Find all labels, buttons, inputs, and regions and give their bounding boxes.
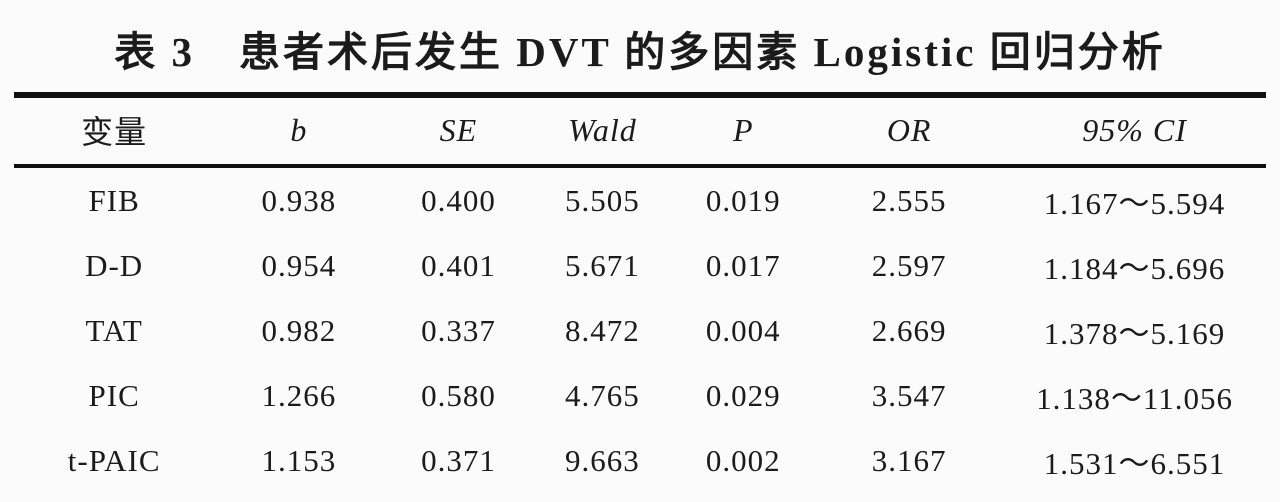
header-row: 变量 b SE Wald P OR 95% CI — [14, 95, 1266, 168]
cell-ci: 1.531～6.551 — [1043, 446, 1226, 481]
cell-b: 0.954 — [261, 247, 337, 283]
cell-p: 0.019 — [705, 182, 781, 218]
cell-or: 3.167 — [871, 442, 947, 478]
col-header-or: OR — [815, 95, 1004, 168]
cell-ci: 1.184～5.696 — [1043, 251, 1226, 286]
cell-se: 0.580 — [421, 377, 496, 413]
cell-p: 0.025 — [671, 493, 815, 502]
cell-se: 0.337 — [421, 312, 496, 348]
logistic-regression-table: 变量 b SE Wald P OR 95% CI FIB 0.938 0.400… — [14, 92, 1266, 502]
col-header-wald: Wald — [533, 95, 672, 168]
cell-variable: D-D — [85, 247, 144, 283]
cell-b: 1.153 — [261, 442, 337, 478]
cell-or: 2.555 — [871, 182, 947, 218]
col-header-p: P — [671, 95, 816, 168]
table-row-stm: sTM 1.153 0.513 5.052 0.025 3.168 1.159～… — [14, 493, 1266, 502]
cell-or: 2.669 — [871, 312, 947, 348]
cell-wald: 5.052 — [534, 493, 672, 502]
cell-se: 0.513 — [383, 493, 533, 502]
table-row-fib: FIB 0.938 0.400 5.505 0.019 2.555 1.167～… — [14, 166, 1266, 233]
col-header-variable: 变量 — [14, 95, 215, 168]
cell-wald: 5.505 — [565, 182, 640, 218]
table-row-tat: TAT 0.982 0.337 8.472 0.004 2.669 1.378～… — [14, 298, 1266, 363]
cell-ci: 1.167～5.594 — [1043, 186, 1226, 221]
cell-or: 3.547 — [871, 377, 947, 413]
cell-variable: TAT — [85, 312, 143, 348]
cell-variable: t-PAIC — [67, 442, 161, 478]
cell-ci: 1.159～8.659 — [1003, 493, 1266, 502]
cell-ci: 1.138～11.056 — [1036, 381, 1233, 416]
cell-se: 0.400 — [421, 182, 496, 218]
cell-wald: 9.663 — [565, 442, 640, 478]
cell-p: 0.017 — [705, 247, 781, 283]
cell-se: 0.371 — [421, 442, 496, 478]
cell-wald: 4.765 — [565, 377, 640, 413]
cell-wald: 8.472 — [565, 312, 640, 348]
cell-b: 0.938 — [261, 182, 337, 218]
table-row-pic: PIC 1.266 0.580 4.765 0.029 3.547 1.138～… — [14, 363, 1266, 428]
col-header-ci: 95% CI — [1003, 95, 1266, 168]
cell-b: 0.982 — [261, 312, 337, 348]
cell-or: 2.597 — [871, 247, 947, 283]
cell-b: 1.266 — [261, 377, 337, 413]
cell-variable: FIB — [88, 182, 140, 218]
table-row-tpaic: t-PAIC 1.153 0.371 9.663 0.002 3.167 1.5… — [14, 428, 1266, 493]
col-header-b: b — [214, 95, 384, 168]
cell-variable: sTM — [14, 493, 214, 502]
table-title: 表 3 患者术后发生 DVT 的多因素 Logistic 回归分析 — [114, 29, 1166, 75]
cell-variable: PIC — [88, 377, 140, 413]
table-row-dd: D-D 0.954 0.401 5.671 0.017 2.597 1.184～… — [14, 233, 1266, 298]
cell-se: 0.401 — [421, 247, 496, 283]
cell-p: 0.029 — [705, 377, 781, 413]
cell-wald: 5.671 — [565, 247, 640, 283]
cell-b: 1.153 — [214, 493, 383, 502]
col-header-se: SE — [383, 95, 534, 168]
cell-p: 0.004 — [705, 312, 781, 348]
cell-ci: 1.378～5.169 — [1043, 316, 1226, 351]
cell-p: 0.002 — [705, 442, 781, 478]
cell-or: 3.168 — [815, 493, 1003, 502]
